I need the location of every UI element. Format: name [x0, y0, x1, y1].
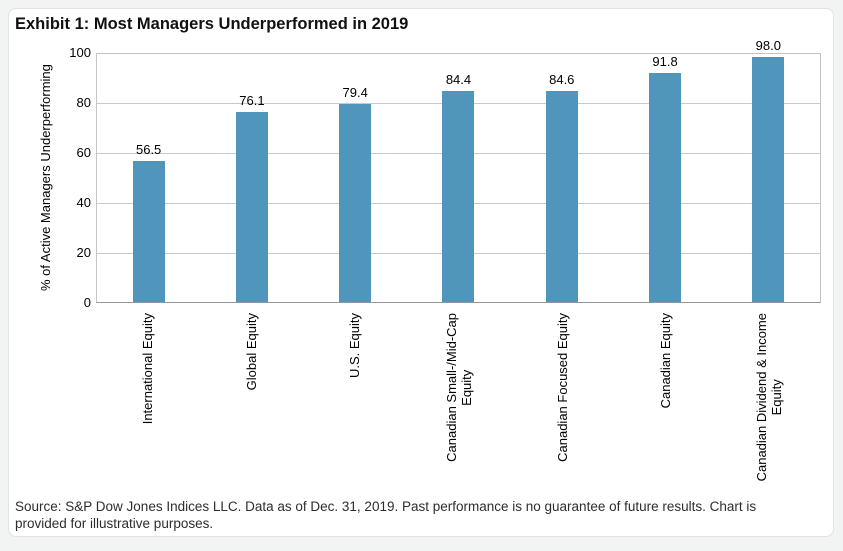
x-axis-label: Canadian Dividend & Income Equity [754, 313, 785, 482]
y-axis-tick-label: 60 [76, 145, 91, 160]
bar-group: 79.4 [304, 54, 407, 302]
bar-group: 91.8 [613, 54, 716, 302]
plot-area: 56.5 76.1 79.4 84.4 84.6 91.8 [96, 38, 821, 303]
bars-layer: 56.5 76.1 79.4 84.4 84.6 91.8 [97, 38, 820, 302]
bar [442, 91, 475, 302]
x-axis-label: Canadian Focused Equity [554, 313, 570, 462]
y-axis-tick-label: 0 [83, 295, 91, 310]
y-axis-title: % of Active Managers Underperforming [38, 64, 53, 292]
bar-value-label: 84.4 [445, 72, 472, 87]
bar-group: 98.0 [717, 38, 820, 302]
chart-card: Exhibit 1: Most Managers Underperformed … [8, 8, 834, 537]
bar-value-label: 56.5 [135, 141, 162, 157]
x-axis-label: Canadian Small-/Mid-Cap Equity [443, 313, 474, 462]
bar-group: 56.5 [97, 54, 200, 302]
y-axis-tick-label: 20 [76, 245, 91, 260]
x-axis-label: U.S. Equity [347, 313, 363, 379]
bar [235, 111, 268, 302]
bar-group: 84.4 [407, 54, 510, 302]
bar-value-label: 84.6 [549, 71, 575, 87]
bar-value-label: 91.8 [652, 53, 678, 69]
bar-group: 76.1 [200, 54, 303, 302]
bar [545, 90, 578, 302]
x-axis-labels: International Equity Global Equity U.S. … [96, 313, 821, 503]
bar-group: 84.6 [510, 54, 613, 302]
bar [339, 103, 372, 302]
y-axis-tick-label: 100 [69, 45, 91, 60]
bar [649, 72, 682, 302]
y-axis-tick-label: 40 [76, 195, 91, 210]
x-axis-label: Canadian Equity [658, 313, 674, 409]
bar-value-label: 98.0 [755, 38, 781, 53]
source-note-line2: provided for illustrative purposes. [15, 516, 214, 531]
bar-value-label: 79.4 [342, 84, 368, 100]
y-axis-tick-label: 80 [76, 95, 91, 110]
bar [132, 160, 165, 302]
x-axis-label: Global Equity [243, 313, 259, 391]
x-axis-label: International Equity [140, 313, 156, 425]
bar-value-label: 76.1 [239, 92, 265, 108]
source-note: Source: S&P Dow Jones Indices LLC. Data … [15, 498, 827, 532]
source-note-line1: Source: S&P Dow Jones Indices LLC. Data … [15, 499, 757, 514]
bar [752, 57, 785, 302]
chart-title: Exhibit 1: Most Managers Underperformed … [15, 15, 409, 33]
